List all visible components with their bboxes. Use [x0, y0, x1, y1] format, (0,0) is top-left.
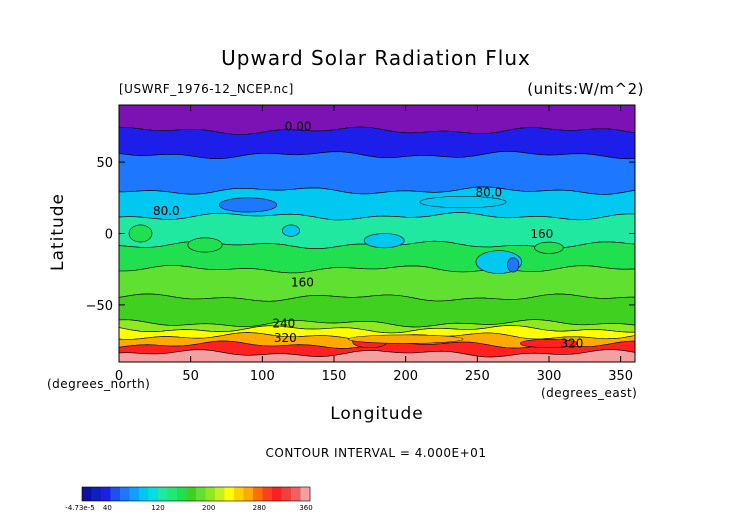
- contour-patch: [187, 237, 223, 253]
- y-axis-unit-label: (degrees_north): [47, 377, 151, 391]
- contour-band: [119, 151, 635, 195]
- file-label: [USWRF_1976-12_NCEP.nc]: [119, 82, 294, 96]
- contour-label: 240: [272, 317, 295, 331]
- contour-patch: [507, 257, 520, 273]
- colorbar-segment: [243, 487, 254, 501]
- colorbar-segment: [167, 487, 178, 501]
- colorbar-label: 360: [299, 504, 312, 512]
- contour-patch: [363, 233, 405, 249]
- x-tick-label: 50: [182, 369, 199, 384]
- chart-title: Upward Solar Radiation Flux: [221, 46, 531, 70]
- contour-label: 80.0: [475, 185, 502, 199]
- contour-label: 160: [530, 227, 553, 241]
- colorbar-segment: [158, 487, 168, 501]
- colorbar-label: 200: [202, 504, 215, 512]
- axes: 0 50 100 150 200 250 300 350 −50 0 50: [86, 105, 635, 384]
- colorbar-segment: [129, 487, 140, 501]
- y-tick-label: −50: [86, 299, 113, 314]
- x-tick-label: 300: [537, 369, 562, 384]
- contour-label: 0.00: [285, 120, 312, 134]
- colorbar-segment: [196, 487, 206, 501]
- contour-band: [119, 126, 635, 160]
- contour-label: 320: [274, 331, 297, 345]
- colorbar-segment: [281, 487, 292, 501]
- contour-patch: [534, 241, 564, 254]
- contour-patch: [419, 196, 507, 209]
- contour-patch: [520, 338, 578, 349]
- contour-interval-label: CONTOUR INTERVAL = 4.000E+01: [265, 446, 487, 460]
- x-tick-label: 250: [465, 369, 490, 384]
- plot-area: [119, 105, 635, 362]
- colorbar-label: 120: [151, 504, 164, 512]
- y-tick-label: 0: [105, 228, 113, 243]
- colorbar: -4.73e-5 40 120 200 280 360: [65, 486, 313, 512]
- colorbar-segment: [272, 487, 282, 501]
- x-axis-label: Longitude: [330, 404, 424, 424]
- contour-band: [119, 349, 635, 362]
- colorbar-segment: [186, 487, 197, 501]
- colorbar-segment: [205, 487, 216, 501]
- contour-patch: [348, 334, 464, 344]
- colorbar-segment: [91, 487, 102, 501]
- units-label: (units:W/m^2): [527, 80, 644, 98]
- contour-patch: [219, 197, 277, 213]
- contour-label: 320: [560, 337, 583, 351]
- colorbar-label: 280: [253, 504, 266, 512]
- contour-label: 80.0: [153, 204, 180, 218]
- colorbar-segment: [148, 487, 159, 501]
- colorbar-segment: [215, 487, 225, 501]
- x-tick-label: 0: [115, 369, 123, 384]
- contour-patch: [282, 224, 300, 237]
- colorbar-segment: [234, 487, 244, 501]
- colorbar-label: -4.73e-5: [65, 504, 94, 512]
- colorbar-label: 40: [103, 504, 112, 512]
- colorbar-segment: [120, 487, 130, 501]
- colorbar-segment: [82, 487, 92, 501]
- colorbar-segment: [253, 487, 263, 501]
- x-tick-label: 200: [393, 369, 418, 384]
- x-axis-unit-label: (degrees_east): [541, 386, 638, 400]
- colorbar-segment: [177, 487, 187, 501]
- colorbar-segment: [110, 487, 121, 501]
- colorbar-segment: [291, 487, 301, 501]
- y-tick-label: 50: [96, 156, 113, 171]
- x-tick-label: 100: [250, 369, 275, 384]
- colorbar-segment: [300, 487, 311, 501]
- x-tick-label: 150: [322, 369, 347, 384]
- colorbar-segment: [262, 487, 273, 501]
- colorbar-segment: [224, 487, 235, 501]
- contour-patch: [128, 224, 153, 243]
- colorbar-segment: [139, 487, 149, 501]
- colorbar-frame: [81, 486, 311, 502]
- contour-label: 160: [291, 275, 314, 289]
- colorbar-segment: [101, 487, 111, 501]
- x-tick-label: 350: [608, 369, 633, 384]
